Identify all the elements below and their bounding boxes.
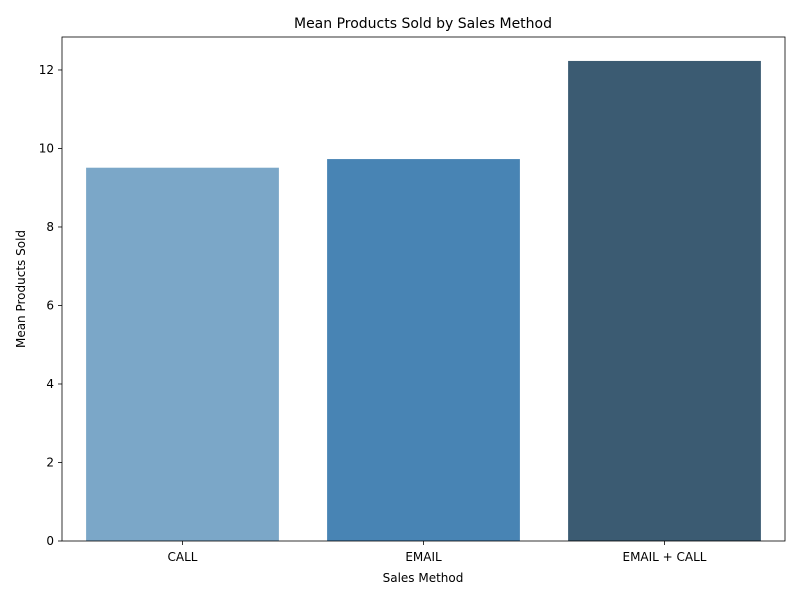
x-tick-label: EMAIL + CALL (622, 550, 706, 564)
bar-call (86, 167, 279, 542)
y-tick-label: 10 (39, 141, 54, 155)
bars-layer (86, 60, 761, 542)
y-tick-label: 0 (46, 534, 54, 548)
y-axis-label: Mean Products Sold (14, 230, 28, 348)
y-axis-ticks: 0 2 4 6 8 10 12 (39, 63, 62, 548)
x-axis-label: Sales Method (383, 571, 464, 585)
x-tick-label: EMAIL (405, 550, 442, 564)
x-axis-ticks: CALL EMAIL EMAIL + CALL (168, 541, 707, 564)
y-tick-label: 12 (39, 63, 54, 77)
bar-email-call (568, 60, 761, 542)
bar-email (327, 159, 520, 541)
y-tick-label: 6 (46, 298, 54, 312)
x-tick-label: CALL (168, 550, 198, 564)
y-tick-label: 4 (46, 377, 54, 391)
y-tick-label: 2 (46, 455, 54, 469)
chart-title: Mean Products Sold by Sales Method (294, 16, 552, 32)
y-tick-label: 8 (46, 220, 54, 234)
